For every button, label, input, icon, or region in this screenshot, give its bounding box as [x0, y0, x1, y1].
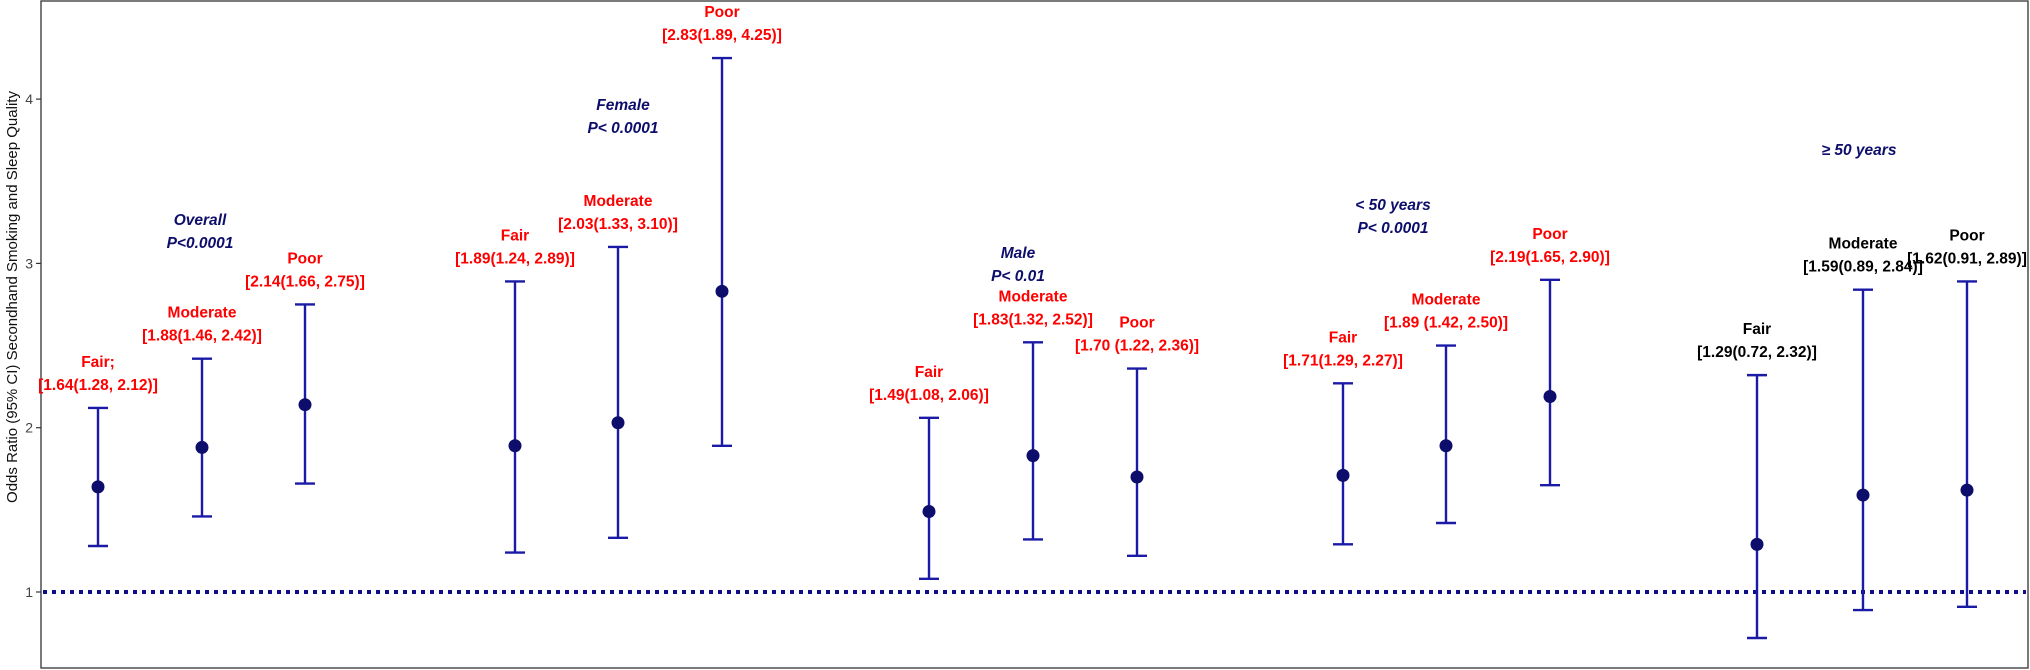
error-bar	[1023, 341, 1043, 541]
ci-label: [1.49(1.08, 2.06)]	[869, 387, 989, 404]
ci-label: [2.14(1.66, 2.75)]	[245, 273, 365, 290]
ci-label: [1.70 (1.22, 2.36)]	[1075, 338, 1199, 355]
chart-labels: Fair; [1.64(1.28, 2.12)] Moderate [1.88(1.4…	[38, 4, 2027, 404]
group-label-line: P< 0.0001	[1357, 220, 1428, 237]
category-label: Moderate	[168, 305, 237, 322]
group-label: < 50 years P< 0.0001	[1355, 197, 1431, 237]
group-label: ≥ 50 years	[1822, 142, 1897, 159]
group-label-line: Male	[1001, 245, 1036, 262]
ci-label: [1.59(0.89, 2.84)]	[1803, 259, 1923, 276]
group-label-line: ≥ 50 years	[1822, 142, 1897, 159]
group-label-line: < 50 years	[1355, 197, 1431, 214]
group-label-line: Overall	[174, 212, 227, 229]
error-bar	[1540, 278, 1560, 487]
category-label: Moderate	[1829, 236, 1898, 253]
ci-label: [1.83(1.32, 2.52)]	[973, 311, 1093, 328]
error-bar	[919, 416, 939, 581]
chart-marks	[88, 56, 1977, 640]
error-bar	[88, 406, 108, 548]
odds-ratio-point	[1130, 470, 1144, 484]
y-tick-label: 1	[25, 584, 33, 600]
category-label: Poor	[1532, 226, 1567, 243]
ci-label: [2.03(1.33, 3.10)]	[558, 216, 678, 233]
y-tick-label: 2	[25, 420, 33, 436]
ci-label: [1.29(0.72, 2.32)]	[1697, 344, 1817, 361]
ci-label: [1.62(0.91, 2.89)]	[1907, 250, 2027, 267]
group-label: Female P< 0.0001	[587, 97, 658, 137]
category-label: Fair	[1329, 329, 1357, 346]
group-label-line: Female	[596, 97, 650, 114]
error-bar	[1957, 280, 1977, 608]
error-bar	[1127, 367, 1147, 558]
odds-ratio-point	[1439, 439, 1453, 453]
error-bar	[1853, 288, 1873, 612]
group-label: Overall P<0.0001	[167, 212, 234, 252]
group-label-line: P< 0.0001	[587, 120, 658, 137]
group-labels: Overall P<0.0001 Female P< 0.0001 Male P< 0.0…	[167, 97, 1897, 285]
category-label: Poor	[287, 250, 322, 267]
category-label: Fair	[1743, 321, 1771, 338]
odds-ratio-point	[91, 480, 105, 494]
error-bar	[1747, 373, 1767, 640]
error-bar	[1436, 344, 1456, 525]
ci-label: [2.19(1.65, 2.90)]	[1490, 249, 1610, 266]
ci-label: [1.64(1.28, 2.12)]	[38, 377, 158, 394]
ci-label: [1.89(1.24, 2.89)]	[455, 250, 575, 267]
plot-panel-border	[40, 0, 2029, 669]
odds-ratio-point	[195, 440, 209, 454]
odds-ratio-point	[1543, 389, 1557, 403]
odds-ratio-point	[298, 398, 312, 412]
y-axis-label: Odds Ratio (95% CI) Secondhand Smoking a…	[4, 91, 21, 503]
category-label: Moderate	[1412, 292, 1481, 309]
category-label: Fair	[501, 227, 529, 244]
category-label: Poor	[1949, 227, 1984, 244]
category-label: Fair;	[81, 354, 115, 371]
y-tick-label: 3	[25, 255, 33, 271]
odds-ratio-point	[1026, 449, 1040, 463]
ci-label: [1.89 (1.42, 2.50)]	[1384, 315, 1508, 332]
odds-ratio-point	[1960, 483, 1974, 497]
error-bar	[712, 56, 732, 447]
group-label-line: P<0.0001	[167, 235, 234, 252]
odds-ratio-point	[1856, 488, 1870, 502]
error-bar	[295, 303, 315, 485]
y-axis: Odds Ratio (95% CI) Secondhand Smoking a…	[4, 91, 41, 600]
category-label: Moderate	[999, 288, 1068, 305]
odds-ratio-point	[1750, 537, 1764, 551]
odds-ratio-point	[611, 416, 625, 430]
odds-ratio-point	[715, 284, 729, 298]
odds-ratio-point	[508, 439, 522, 453]
y-ticks: 1 2 3 4	[25, 91, 41, 600]
ci-label: [1.88(1.46, 2.42)]	[142, 328, 262, 345]
error-bar	[1333, 382, 1353, 546]
ci-label: [2.83(1.89, 4.25)]	[662, 27, 782, 44]
group-label-line: P< 0.01	[991, 268, 1045, 285]
ci-label: [1.71(1.29, 2.27)]	[1283, 352, 1403, 369]
y-tick-label: 4	[25, 91, 33, 107]
odds-ratio-point	[1336, 468, 1350, 482]
odds-ratio-point	[922, 504, 936, 518]
error-bar	[505, 280, 525, 554]
error-bar	[608, 245, 628, 539]
error-bar	[192, 357, 212, 518]
category-label: Moderate	[584, 193, 653, 210]
category-label: Poor	[704, 4, 739, 21]
group-label: Male P< 0.01	[991, 245, 1045, 285]
category-label: Fair	[915, 364, 943, 381]
category-label: Poor	[1119, 315, 1154, 332]
